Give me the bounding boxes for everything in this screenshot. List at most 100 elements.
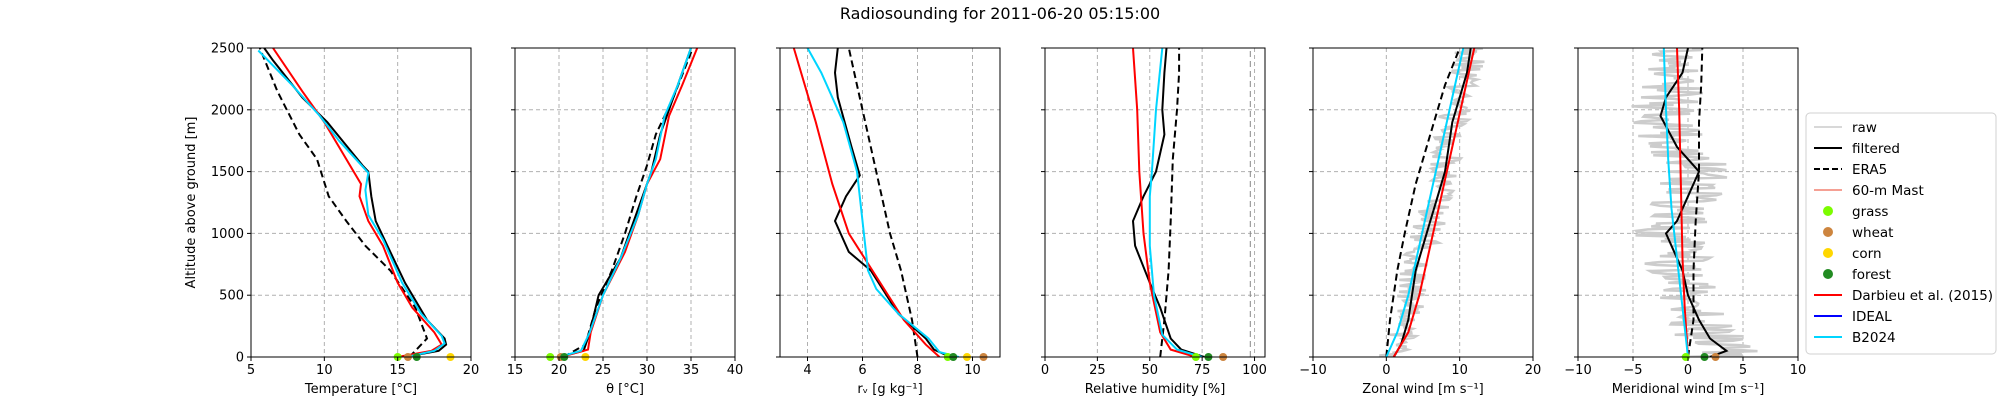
- legend-item-filtered: filtered: [1814, 141, 1900, 157]
- legend-label: 60-m Mast: [1852, 183, 1924, 199]
- series-darbieu-et-al-2015: [1132, 48, 1197, 357]
- x-tick-label: 20: [551, 363, 568, 378]
- legend-item-b2024: B2024: [1814, 330, 1896, 346]
- series-era5: [1159, 48, 1181, 357]
- x-axis-label: θ [°C]: [606, 382, 644, 397]
- series-b2024: [1148, 48, 1203, 357]
- plot-area: [792, 48, 960, 357]
- x-tick-label: 20: [463, 363, 480, 378]
- panel-2: 15 20 25 30 35 40 θ [°C]: [507, 47, 744, 397]
- panel-1: 5 10 15 20 0 500 1000 1500 2000 2500 Temperature […: [184, 42, 479, 398]
- series-b2024: [1662, 48, 1689, 357]
- legend-item-corn: corn: [1823, 246, 1882, 262]
- x-tick-label: 75: [1194, 363, 1211, 378]
- x-tick-label: 25: [595, 363, 612, 378]
- axes-frame: [1312, 47, 1534, 358]
- series-era5: [847, 48, 919, 357]
- x-tick-label: 4: [803, 363, 811, 378]
- legend-item-wheat: wheat: [1823, 225, 1893, 241]
- legend-label: ERA5: [1852, 162, 1887, 178]
- x-tick-label: 10: [316, 363, 333, 378]
- legend-item-darbieu-et-al-2015: Darbieu et al. (2015): [1814, 288, 1993, 304]
- panel-4: 0 25 50 75 100 Relative humidity [%]: [1041, 47, 1267, 397]
- x-axis-label: Meridional wind [m s⁻¹]: [1612, 382, 1765, 397]
- legend-item-ideal: IDEAL: [1814, 309, 1892, 325]
- legend-label: corn: [1852, 246, 1882, 262]
- series-b2024: [806, 48, 960, 357]
- series-filtered: [833, 48, 951, 357]
- y-tick-label: 2000: [211, 103, 244, 118]
- legend-box: [1805, 112, 1997, 355]
- series-b2024: [257, 49, 446, 357]
- x-axis-label: Temperature [°C]: [304, 382, 417, 397]
- plot-area: [1131, 48, 1251, 357]
- x-tick-label: 25: [1089, 363, 1106, 378]
- legend-item-grass: grass: [1823, 204, 1888, 220]
- series-filtered: [558, 48, 692, 357]
- legend-label: B2024: [1852, 330, 1896, 346]
- series-b2024: [558, 48, 692, 357]
- axes-frame: [1044, 47, 1266, 358]
- legend: raw filtered ERA5 60-m Mast grass wheat corn fo…: [1805, 112, 1997, 355]
- series-filtered: [1659, 48, 1729, 357]
- legend-swatch: [1823, 269, 1833, 279]
- legend-item-forest: forest: [1823, 267, 1891, 283]
- series-b2024: [1385, 48, 1465, 357]
- legend-label: raw: [1852, 120, 1877, 136]
- x-tick-label: 40: [727, 363, 744, 378]
- x-tick-label: 35: [683, 363, 700, 378]
- x-tick-label: 10: [1451, 363, 1468, 378]
- legend-item-raw: raw: [1814, 120, 1877, 136]
- x-tick-label: −5: [1623, 363, 1642, 378]
- y-tick-label: 2500: [211, 42, 244, 57]
- legend-label: wheat: [1852, 225, 1893, 241]
- plot-area: [1631, 48, 1758, 357]
- plot-area: [1379, 48, 1485, 357]
- legend-swatch: [1823, 227, 1833, 237]
- legend-item-60-m-mast: 60-m Mast: [1814, 183, 1924, 199]
- x-tick-label: 15: [507, 363, 524, 378]
- series-darbieu-et-al-2015: [792, 48, 941, 357]
- legend-swatch: [1823, 206, 1833, 216]
- x-tick-label: −10: [1564, 363, 1591, 378]
- x-tick-label: 5: [247, 363, 255, 378]
- panel-3: 4 6 8 10 rᵥ [g kg⁻¹]: [776, 47, 1001, 397]
- y-tick-label: 1500: [211, 165, 244, 180]
- y-tick-label: 500: [219, 289, 244, 304]
- plot-area: [558, 48, 699, 357]
- series-era5: [1385, 48, 1461, 357]
- x-tick-label: 30: [639, 363, 656, 378]
- x-tick-label: −10: [1299, 363, 1326, 378]
- plot-area: [257, 48, 448, 357]
- x-tick-label: 15: [389, 363, 406, 378]
- x-tick-label: 8: [913, 363, 921, 378]
- y-tick-label: 1000: [211, 227, 244, 242]
- x-tick-label: 100: [1242, 363, 1267, 378]
- x-tick-label: 50: [1141, 363, 1158, 378]
- series-darbieu-et-al-2015: [1676, 48, 1689, 357]
- series-era5: [1687, 48, 1704, 357]
- x-tick-label: 0: [1041, 363, 1049, 378]
- y-tick-label: 0: [236, 351, 244, 366]
- x-tick-label: 0: [1684, 363, 1692, 378]
- axes-frame: [779, 47, 1001, 358]
- legend-swatch: [1823, 248, 1833, 258]
- axes-frame: [250, 47, 472, 358]
- x-tick-label: 6: [858, 363, 866, 378]
- legend-item-era5: ERA5: [1814, 162, 1887, 178]
- x-tick-label: 0: [1382, 363, 1390, 378]
- x-tick-label: 10: [1790, 363, 1807, 378]
- x-axis-label: Relative humidity [%]: [1085, 382, 1226, 397]
- series-filtered: [1131, 48, 1205, 357]
- legend-label: Darbieu et al. (2015): [1852, 288, 1993, 304]
- series-darbieu-et-al-2015: [560, 48, 699, 357]
- y-axis-label: Altitude above ground [m]: [184, 117, 199, 289]
- x-axis-label: rᵥ [g kg⁻¹]: [857, 382, 922, 397]
- figure-title: Radiosounding for 2011-06-20 05:15:00: [840, 4, 1160, 23]
- series-era5: [258, 48, 429, 357]
- legend-label: filtered: [1852, 141, 1900, 157]
- panel-6: −10 −5 0 5 10 Meridional wind [m s⁻¹]: [1564, 47, 1807, 397]
- x-tick-label: 5: [1739, 363, 1747, 378]
